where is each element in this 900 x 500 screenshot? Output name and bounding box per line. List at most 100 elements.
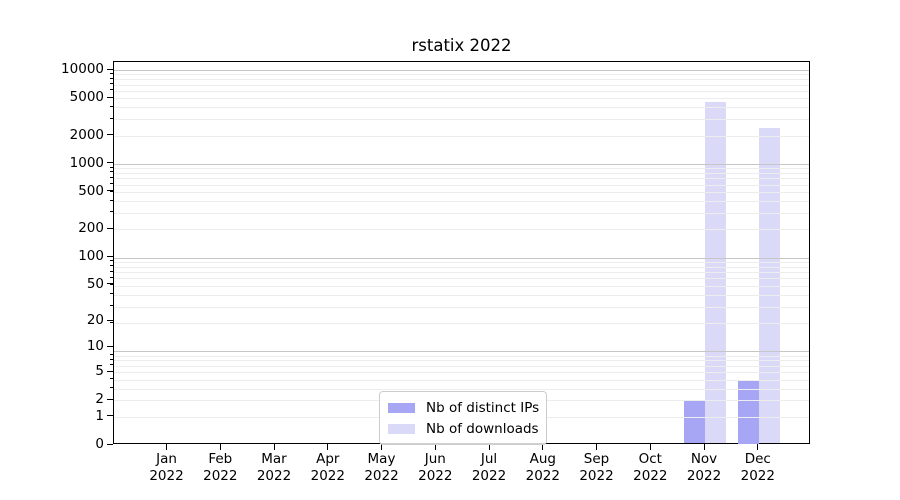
y-minor-tick-mark: [109, 284, 113, 286]
y-minor-tick-mark: [109, 183, 113, 184]
x-tick-mark: [542, 444, 544, 450]
y-tick-label: 1000: [69, 154, 104, 171]
x-tick-label: Jan 2022: [149, 451, 184, 484]
y-minor-tick-mark: [109, 77, 113, 79]
legend-label-downloads: Nb of downloads: [426, 420, 539, 437]
gridline-minor: [114, 294, 809, 296]
y-minor-tick-mark: [109, 398, 113, 400]
y-tick-mark: [107, 255, 113, 257]
y-tick-label: 500: [78, 182, 104, 199]
y-tick-mark: [107, 68, 113, 70]
x-tick-label: Dec 2022: [740, 451, 775, 484]
gridline-minor: [114, 172, 809, 174]
chart-title: rstatix 2022: [411, 36, 512, 55]
y-tick-label: 0: [95, 436, 104, 452]
x-tick-mark: [757, 444, 759, 450]
gridline-minor: [114, 184, 809, 186]
y-tick-mark: [107, 162, 113, 164]
y-minor-tick-mark: [109, 89, 113, 91]
y-minor-tick-mark: [109, 176, 113, 178]
legend-swatch-distinct-ips: [388, 402, 415, 413]
y-tick-label: 2000: [69, 126, 104, 143]
x-tick-label: May 2022: [364, 451, 399, 484]
gridline-minor: [114, 192, 809, 193]
gridline-major: [114, 70, 809, 71]
gridline-minor: [114, 107, 809, 109]
y-tick-mark: [107, 283, 113, 285]
x-tick-mark: [166, 444, 167, 450]
y-minor-tick-mark: [109, 105, 113, 107]
gridline-minor: [114, 355, 809, 357]
gridline-minor: [114, 90, 809, 92]
y-tick-label: 50: [86, 275, 104, 292]
gridline-minor: [114, 84, 809, 86]
x-tick-mark: [434, 444, 436, 450]
grid-layer: [114, 62, 809, 443]
y-minor-tick-mark: [109, 117, 113, 119]
y-tick-mark: [107, 345, 113, 347]
y-tick-label: 100: [78, 248, 104, 265]
y-tick-mark: [107, 319, 113, 321]
x-tick-label: Feb 2022: [203, 451, 238, 484]
y-minor-tick-mark: [109, 166, 113, 168]
y-minor-tick-mark: [109, 293, 113, 295]
bar-dec-distinct-ips: [737, 379, 759, 444]
gridline-minor: [114, 365, 809, 367]
y-minor-tick-mark: [109, 387, 113, 389]
gridline-minor: [114, 388, 809, 390]
y-minor-tick-mark: [109, 370, 113, 372]
y-minor-tick-mark: [109, 227, 113, 229]
gridline-minor: [114, 278, 809, 280]
y-minor-tick-mark: [109, 321, 113, 323]
gridline-minor: [114, 306, 809, 308]
gridline-minor: [114, 135, 809, 137]
gridline-major: [114, 163, 809, 165]
gridline-minor: [114, 266, 809, 268]
x-tick-label: Nov 2022: [686, 451, 722, 484]
y-tick-mark: [107, 443, 113, 445]
y-tick-label: 5: [95, 363, 104, 379]
x-tick-mark: [219, 444, 221, 450]
legend-swatch-downloads: [388, 423, 415, 434]
y-minor-tick-mark: [109, 190, 113, 192]
x-tick-mark: [703, 444, 705, 450]
y-tick-label: 2: [95, 391, 104, 408]
gridline-minor: [114, 98, 809, 100]
y-minor-tick-mark: [109, 270, 113, 272]
legend-label-distinct-ips: Nb of distinct IPs: [426, 399, 540, 416]
gridline-major: [114, 257, 809, 259]
plot-area: Nb of distinct IPs Nb of downloads: [113, 61, 810, 445]
x-tick-label: Aug 2022: [525, 451, 560, 484]
y-minor-tick-mark: [109, 364, 113, 366]
x-tick-label: Mar 2022: [256, 451, 292, 484]
gridline-minor: [114, 379, 809, 381]
gridline-minor: [114, 168, 809, 169]
x-tick-mark: [381, 444, 382, 450]
x-tick-label: Oct 2022: [633, 451, 668, 484]
gridline-minor: [114, 285, 809, 287]
gridline-minor: [114, 229, 809, 231]
y-minor-tick-mark: [109, 378, 113, 379]
gridline-minor: [114, 360, 809, 362]
x-tick-mark: [596, 444, 597, 450]
x-tick-label: Jul 2022: [471, 451, 507, 484]
bar-nov-distinct-ips: [684, 400, 705, 444]
gridline-minor: [114, 212, 809, 214]
y-tick-label: 5000: [69, 89, 104, 106]
gridline-minor: [114, 272, 809, 273]
y-tick-label: 200: [78, 220, 104, 237]
y-minor-tick-mark: [109, 211, 113, 213]
y-minor-tick-mark: [109, 96, 113, 98]
gridline-minor: [114, 178, 809, 180]
gridline-minor: [114, 372, 809, 373]
x-tick-mark: [488, 444, 490, 450]
y-minor-tick-mark: [109, 354, 113, 355]
y-minor-tick-mark: [109, 260, 113, 262]
y-minor-tick-mark: [109, 415, 113, 417]
y-tick-label: 1: [95, 407, 104, 424]
gridline-minor: [114, 201, 809, 203]
y-minor-tick-mark: [109, 83, 113, 84]
y-tick-label: 20: [86, 312, 104, 328]
gridline-major: [114, 351, 809, 353]
